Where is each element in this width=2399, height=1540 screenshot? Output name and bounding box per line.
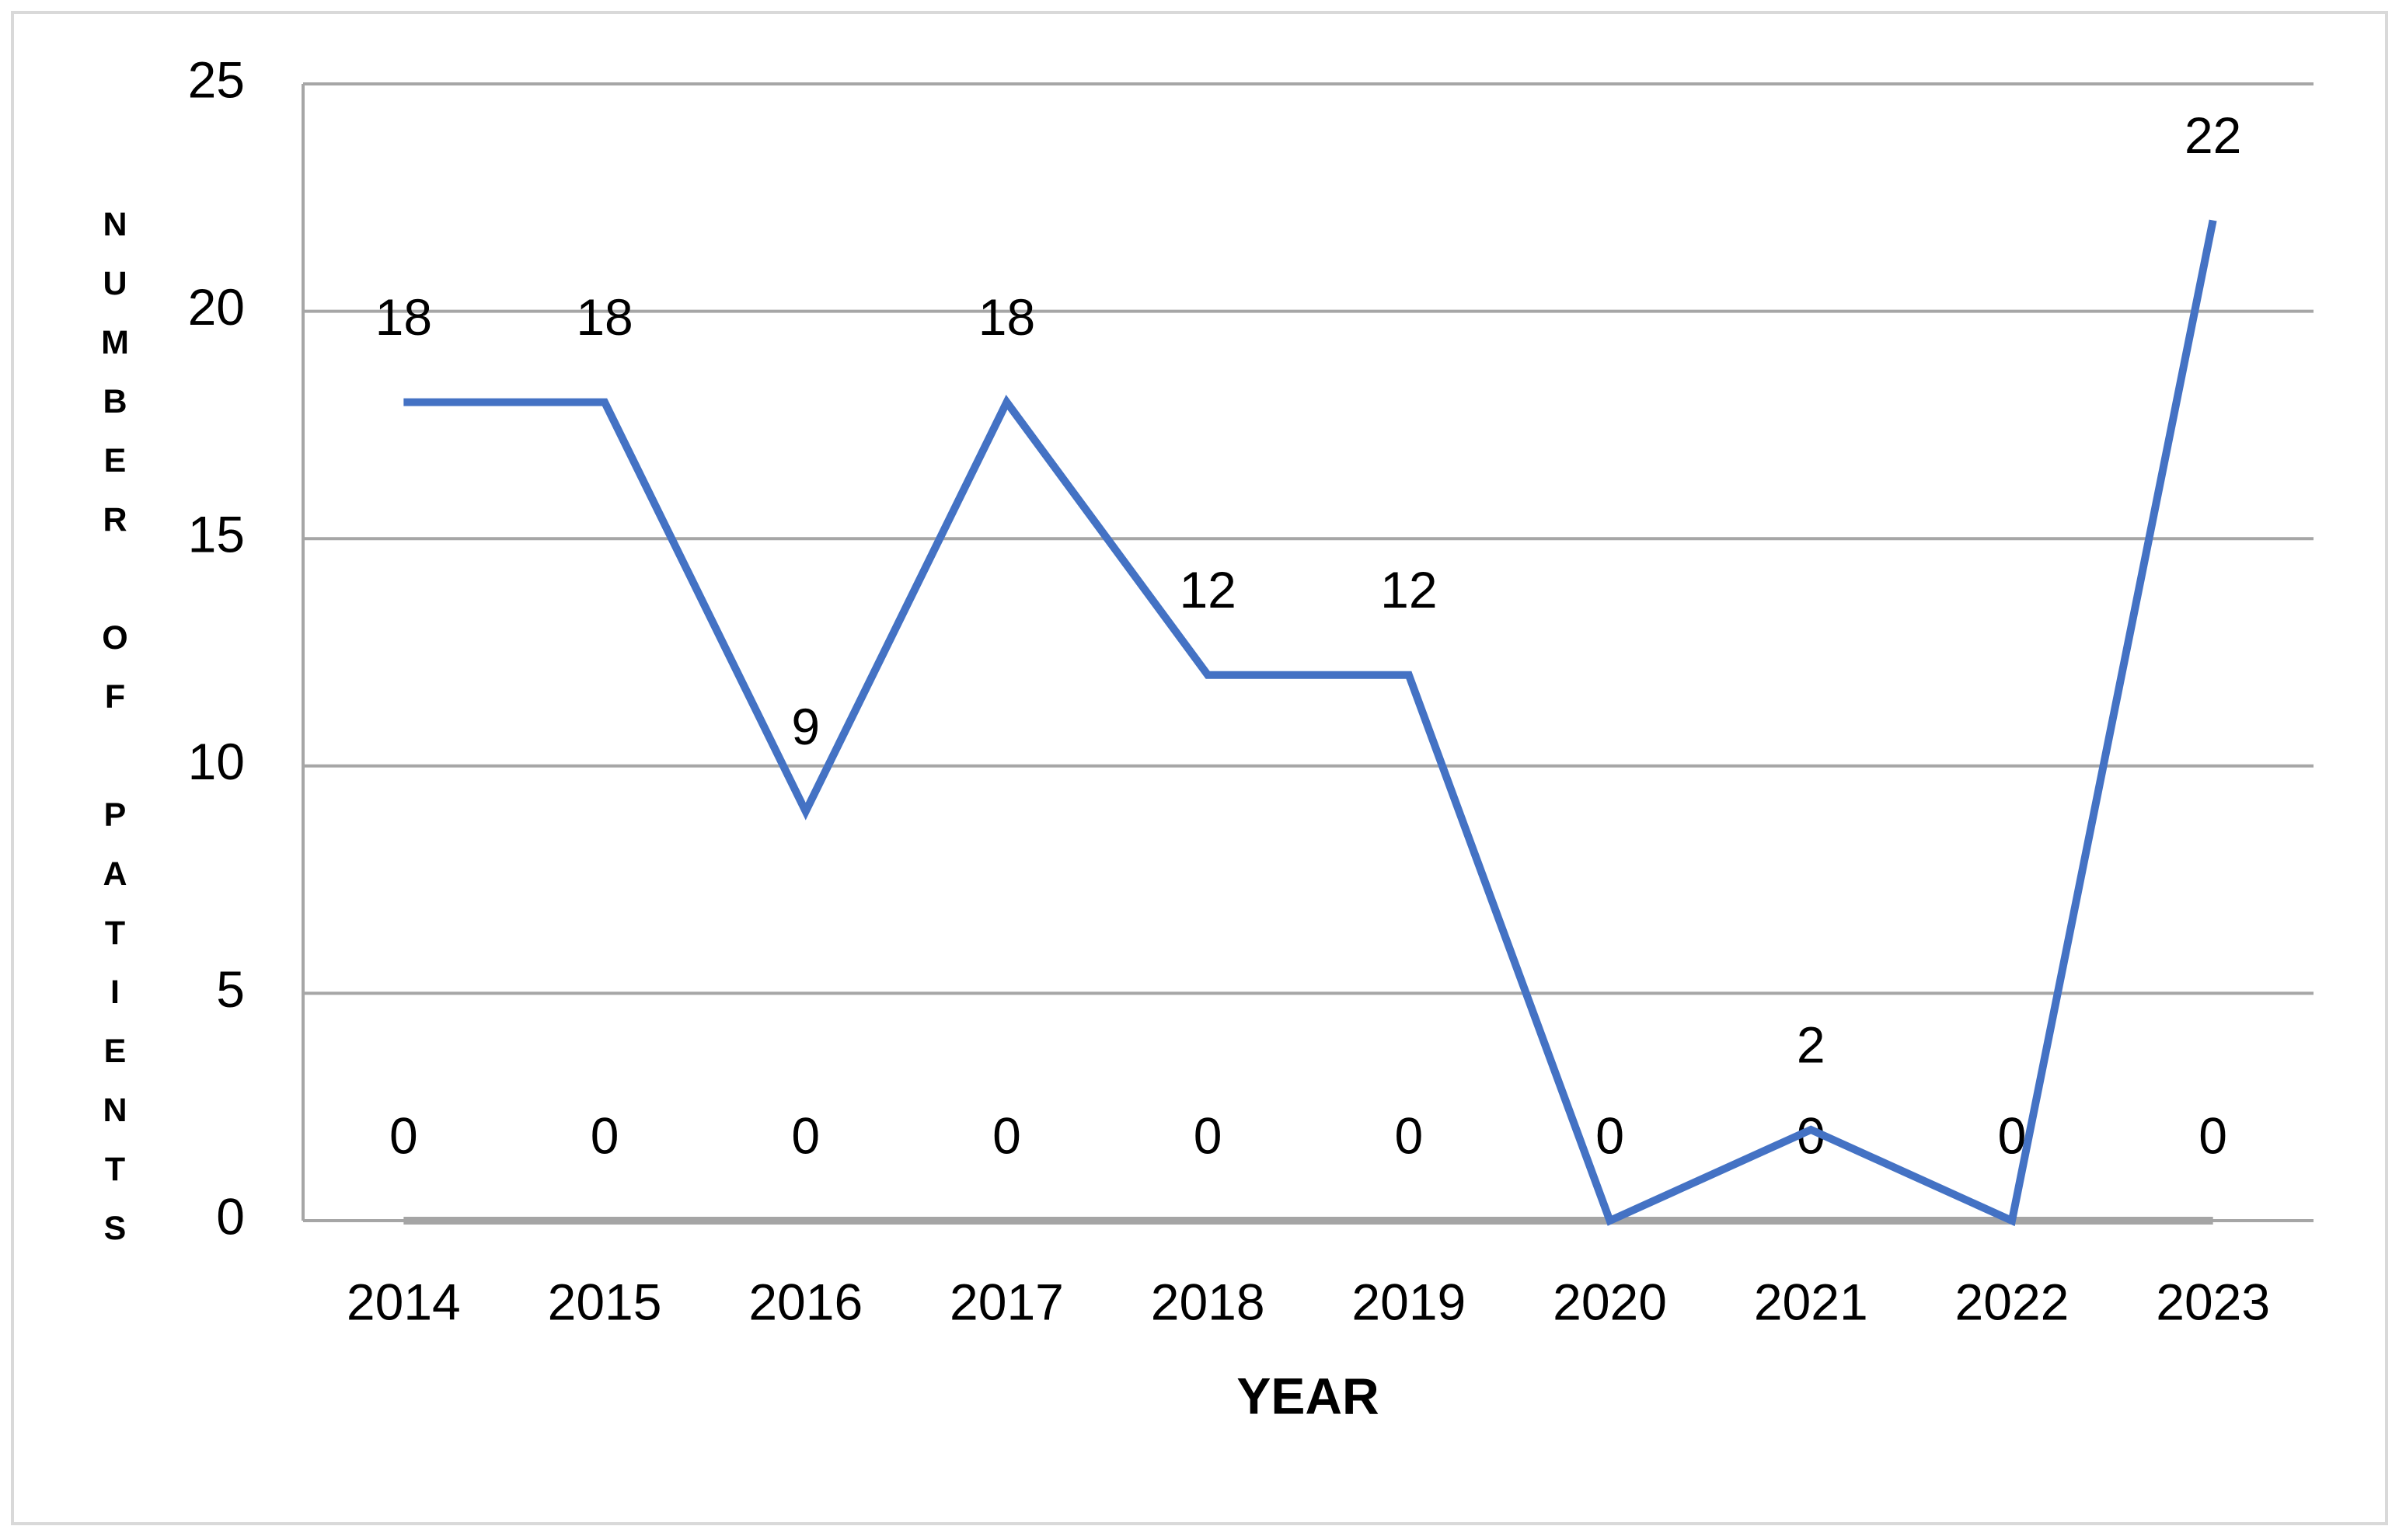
data-label: 0 (1194, 1106, 1222, 1164)
data-label: 0 (1394, 1106, 1423, 1164)
data-label: 12 (1179, 561, 1236, 618)
y-tick-label: 20 (188, 278, 245, 336)
x-tick-label: 2020 (1553, 1273, 1667, 1330)
x-tick-label: 2017 (950, 1273, 1064, 1330)
x-tick-label: 2016 (748, 1273, 863, 1330)
data-label: 12 (1380, 561, 1437, 618)
x-tick-label: 2023 (2156, 1273, 2270, 1330)
y-tick-label: 10 (188, 733, 245, 790)
x-tick-label: 2018 (1151, 1273, 1265, 1330)
data-line (403, 219, 2217, 1227)
data-label: 0 (1595, 1106, 1624, 1164)
data-label: 0 (591, 1106, 619, 1164)
x-tick-label: 2015 (548, 1273, 662, 1330)
y-tick-label: 25 (188, 51, 245, 108)
data-label: 0 (1998, 1106, 2027, 1164)
data-label: 0 (1595, 1106, 1624, 1164)
data-label: 18 (576, 288, 633, 346)
x-axis-title: YEAR (1236, 1367, 1379, 1424)
y-tick-label: 0 (216, 1187, 245, 1245)
data-label: 0 (389, 1106, 418, 1164)
x-tick-label: 2019 (1351, 1273, 1466, 1330)
y-axis-title: NUMBER OF PATIENTS (96, 206, 134, 1269)
data-label: 0 (2199, 1106, 2227, 1164)
x-tick-label: 2014 (347, 1273, 461, 1330)
data-label: 9 (791, 698, 820, 755)
data-label: 0 (992, 1106, 1021, 1164)
x-tick-label: 2021 (1754, 1273, 1868, 1330)
y-tick-label: 5 (216, 960, 245, 1018)
data-label: 2 (1797, 1016, 1825, 1073)
data-label: 22 (2185, 106, 2241, 164)
x-tick-label: 2022 (1955, 1273, 2069, 1330)
data-label: 0 (791, 1106, 820, 1164)
data-label: 18 (978, 288, 1035, 346)
chart-border (11, 11, 2388, 1525)
data-label: 18 (375, 288, 432, 346)
y-tick-label: 15 (188, 506, 245, 563)
